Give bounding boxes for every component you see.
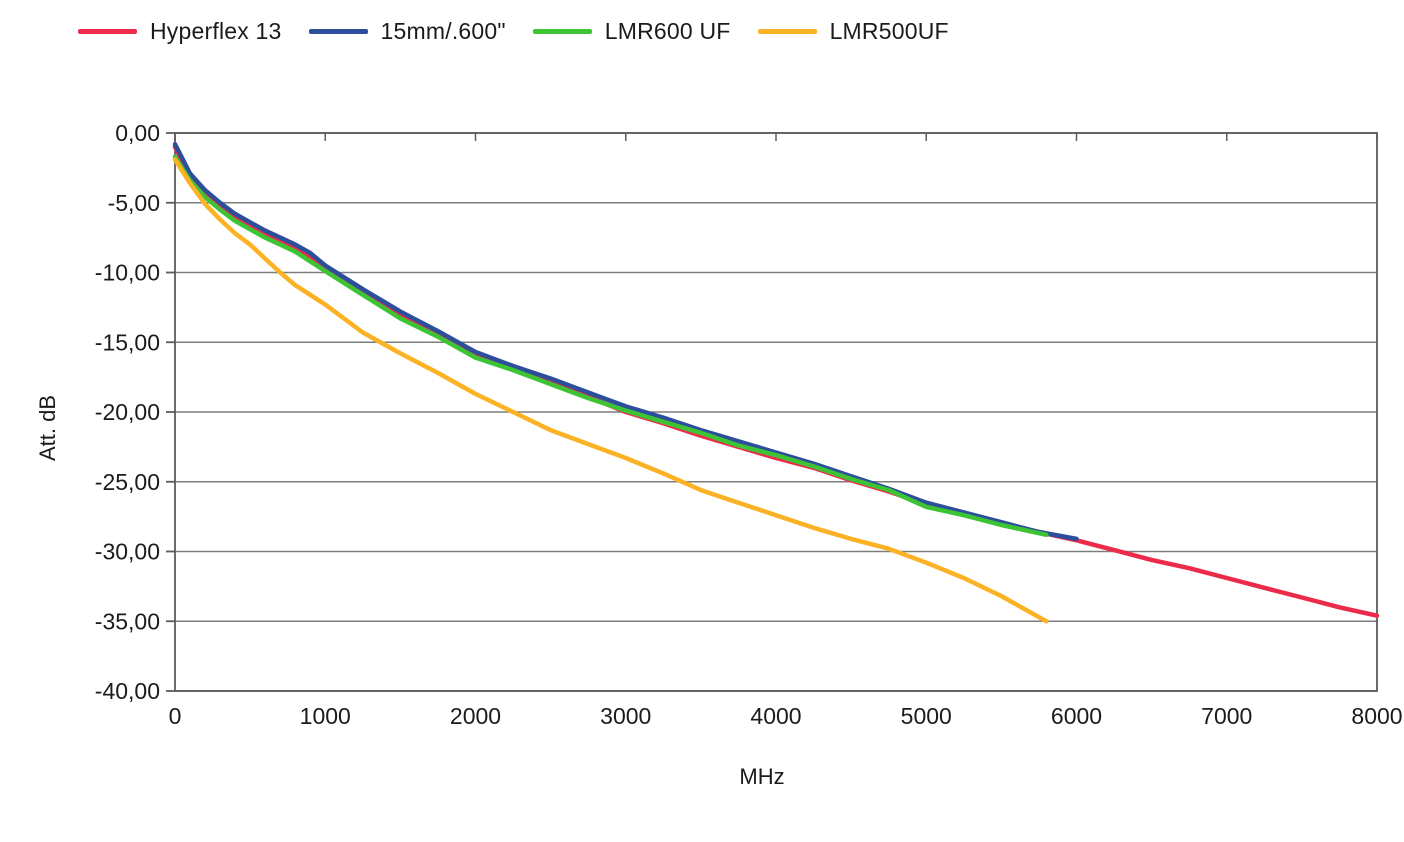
legend-item-lmr500uf: LMR500UF xyxy=(757,18,949,45)
legend-item-lmr600-uf: LMR600 UF xyxy=(532,18,731,45)
x-tick-label-7000: 7000 xyxy=(1201,703,1252,729)
x-tick-label-3000: 3000 xyxy=(600,703,651,729)
legend-swatch-15mm-600 xyxy=(308,29,368,34)
y-tick-label--30: -30,00 xyxy=(95,539,160,565)
x-tick-label-8000: 8000 xyxy=(1351,703,1402,729)
x-axis-title: MHz xyxy=(739,764,785,789)
y-tick-label-0: 0,00 xyxy=(115,120,160,146)
y-tick-label--20: -20,00 xyxy=(95,399,160,425)
legend-label-15mm-600: 15mm/.600" xyxy=(380,18,506,44)
y-tick-label--25: -25,00 xyxy=(95,469,160,495)
legend-label-lmr500uf: LMR500UF xyxy=(829,18,949,44)
x-tick-label-1000: 1000 xyxy=(300,703,351,729)
x-tick-label-5000: 5000 xyxy=(901,703,952,729)
legend-swatch-lmr500uf xyxy=(757,29,817,34)
y-tick-label--10: -10,00 xyxy=(95,260,160,286)
chart-legend: Hyperflex 13 15mm/.600" LMR600 UF LMR500UF xyxy=(78,18,949,45)
legend-item-hyperflex-13: Hyperflex 13 xyxy=(78,18,282,45)
x-tick-label-6000: 6000 xyxy=(1051,703,1102,729)
y-tick-label--5: -5,00 xyxy=(108,190,160,216)
y-tick-label--15: -15,00 xyxy=(95,329,160,355)
y-tick-label--40: -40,00 xyxy=(95,678,160,704)
legend-swatch-hyperflex-13 xyxy=(78,29,137,34)
series-line-lmr600-uf xyxy=(172,154,1049,538)
series-line-lmr500uf xyxy=(172,157,1049,624)
y-axis-title: Att. dB xyxy=(35,394,60,462)
x-tick-label-0: 0 xyxy=(169,703,182,729)
legend-label-hyperflex-13: Hyperflex 13 xyxy=(150,18,282,44)
legend-swatch-lmr600-uf xyxy=(532,29,592,34)
x-tick-label-2000: 2000 xyxy=(450,703,501,729)
y-tick-label--35: -35,00 xyxy=(95,608,160,634)
x-tick-label-4000: 4000 xyxy=(750,703,801,729)
series-line-hyperflex-13 xyxy=(172,144,1380,618)
legend-item-15mm-600: 15mm/.600" xyxy=(308,18,506,45)
legend-label-lmr600-uf: LMR600 UF xyxy=(604,18,731,44)
